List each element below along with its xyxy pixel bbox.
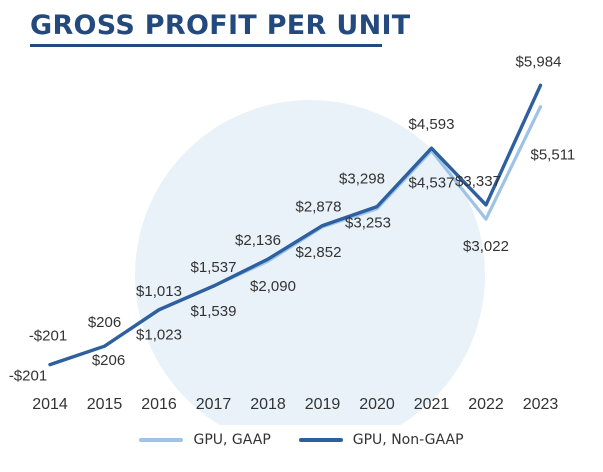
x-tick-label: 2015 — [87, 396, 123, 413]
x-tick-label: 2022 — [468, 396, 504, 413]
data-label-nongaap: $1,013 — [136, 283, 182, 300]
x-tick-label: 2017 — [196, 396, 232, 413]
data-label-gaap: $2,852 — [296, 244, 342, 261]
data-label-nongaap: $206 — [88, 314, 121, 331]
data-label-gaap: $4,537 — [409, 175, 455, 192]
data-label-nongaap: $4,593 — [409, 116, 455, 133]
data-label-nongaap: $5,984 — [516, 53, 562, 70]
x-tick-label: 2019 — [305, 396, 341, 413]
legend-item-nongaap: GPU, Non-GAAP — [298, 432, 464, 448]
data-label-gaap: $206 — [92, 352, 125, 369]
x-tick-label: 2014 — [32, 396, 68, 413]
data-label-gaap: $3,022 — [463, 238, 509, 255]
x-axis-ticks: 2014 2015 2016 2017 2018 2019 2020 2021 2022 2023 — [32, 396, 558, 413]
data-label-gaap: $1,023 — [136, 326, 182, 343]
legend-swatch-gaap — [139, 438, 184, 442]
x-tick-label: 2021 — [414, 396, 450, 413]
series-line-nongaap — [48, 83, 543, 367]
x-tick-label: 2020 — [359, 396, 395, 413]
line-chart: 2014 2015 2016 2017 2018 2019 2020 2021 2022 2023… — [9, 53, 575, 425]
legend-label-gaap: GPU, GAAP — [193, 432, 271, 448]
title-underline — [30, 44, 382, 47]
data-label-nongaap: $3,298 — [339, 171, 385, 188]
x-tick-label: 2018 — [250, 396, 286, 413]
x-tick-label: 2016 — [141, 396, 177, 413]
data-label-nongaap: $1,537 — [191, 259, 237, 276]
data-label-gaap: -$201 — [9, 368, 47, 385]
series-lines — [48, 83, 543, 367]
legend-swatch-nongaap — [298, 438, 343, 442]
background-circle — [135, 100, 485, 425]
data-label-gaap: $1,539 — [191, 303, 237, 320]
legend: GPU, GAAP GPU, Non-GAAP — [0, 428, 603, 452]
data-label-nongaap: -$201 — [29, 328, 67, 345]
data-label-nongaap: $3,337 — [455, 173, 501, 190]
x-tick-label: 2023 — [523, 396, 559, 413]
data-label-gaap: $3,253 — [345, 215, 391, 232]
data-label-nongaap: $2,878 — [296, 199, 342, 216]
data-label-gaap: $5,511 — [531, 147, 576, 164]
data-label-nongaap: $2,136 — [235, 232, 281, 249]
chart-title: GROSS PROFIT PER UNIT — [30, 10, 411, 41]
legend-label-nongaap: GPU, Non-GAAP — [352, 432, 464, 448]
legend-item-gaap: GPU, GAAP — [139, 432, 271, 448]
data-labels: -$201$206$1,023$1,539$2,090$2,852$3,253$… — [9, 53, 575, 384]
data-label-gaap: $2,090 — [250, 278, 296, 295]
